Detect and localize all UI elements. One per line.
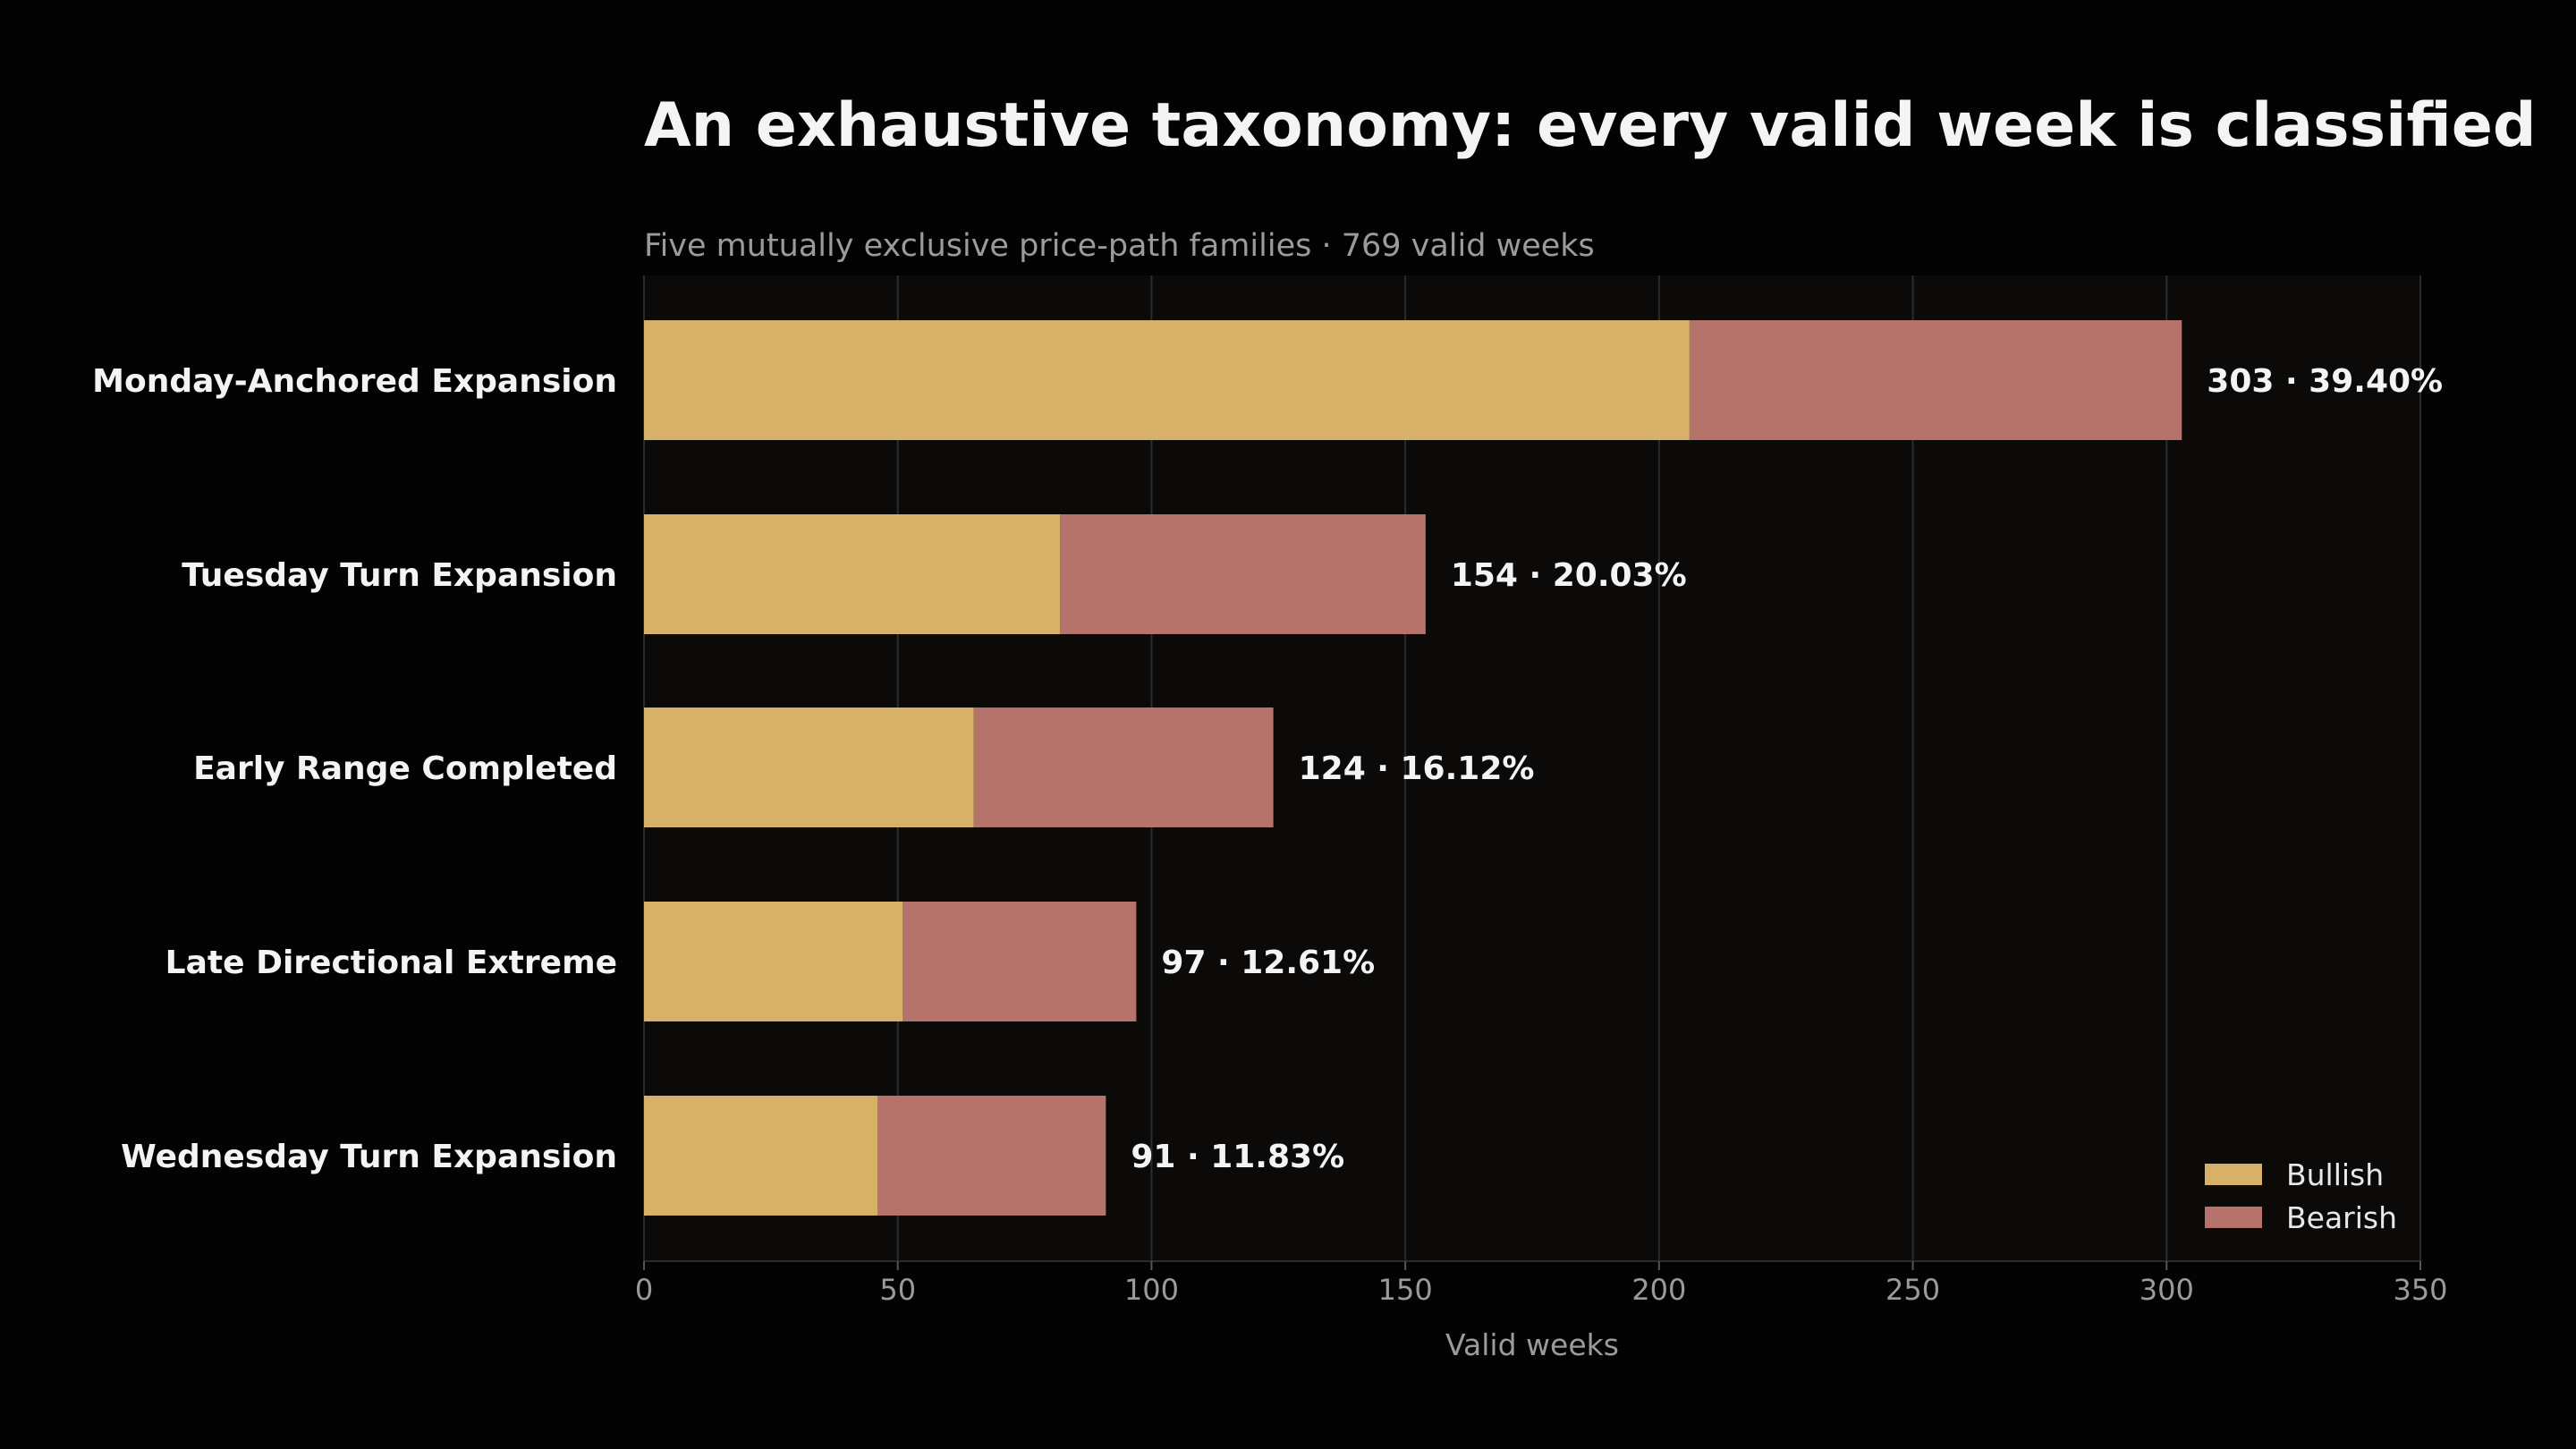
bars <box>644 320 2182 1216</box>
x-tick-label: 150 <box>1378 1273 1433 1307</box>
value-label: 154 · 20.03% <box>1451 557 1687 594</box>
chart-subtitle: Five mutually exclusive price-path famil… <box>644 228 1595 264</box>
value-labels: 303 · 39.40% 154 · 20.03% 124 · 16.12% 97 ·… <box>1131 363 2443 1175</box>
category-label: Monday-Anchored Expansion <box>92 363 617 400</box>
category-label: Tuesday Turn Expansion <box>182 557 617 594</box>
value-label: 97 · 12.61% <box>1161 945 1375 981</box>
bar-bullish-4 <box>644 902 903 1021</box>
category-label: Wednesday Turn Expansion <box>121 1139 617 1175</box>
x-tick-label: 100 <box>1124 1273 1179 1307</box>
x-tick-label: 350 <box>2393 1273 2447 1307</box>
bar-bullish-3 <box>644 708 974 827</box>
legend-swatch-bullish <box>2205 1164 2262 1185</box>
value-label: 303 · 39.40% <box>2207 363 2443 400</box>
x-tick-label: 300 <box>2140 1273 2194 1307</box>
category-label: Early Range Completed <box>193 750 617 787</box>
x-axis-ticks: 0 50 100 150 200 250 300 350 <box>635 1261 2448 1307</box>
bar-bearish-2 <box>1060 514 1426 634</box>
legend-label-bullish: Bullish <box>2286 1157 2384 1192</box>
bar-bullish-2 <box>644 514 1061 634</box>
legend-swatch-bearish <box>2205 1207 2262 1228</box>
category-labels: Monday-Anchored Expansion Tuesday Turn Ex… <box>92 363 617 1175</box>
x-tick-label: 200 <box>1631 1273 1686 1307</box>
x-tick-label: 0 <box>635 1273 653 1307</box>
x-tick-label: 250 <box>1885 1273 1940 1307</box>
bar-bullish-1 <box>644 320 1690 440</box>
bar-bearish-5 <box>877 1096 1106 1216</box>
category-label: Late Directional Extreme <box>165 945 617 981</box>
bar-bearish-3 <box>973 708 1274 827</box>
chart-title: An exhaustive taxonomy: every valid week… <box>644 90 2537 161</box>
bar-bullish-5 <box>644 1096 878 1216</box>
x-tick-label: 50 <box>879 1273 916 1307</box>
value-label: 91 · 11.83% <box>1131 1139 1344 1175</box>
legend: Bullish Bearish <box>2205 1157 2397 1235</box>
legend-label-bearish: Bearish <box>2286 1200 2397 1235</box>
bar-bearish-1 <box>1689 320 2182 440</box>
bar-bearish-4 <box>902 902 1137 1021</box>
x-axis-title: Valid weeks <box>1445 1327 1619 1362</box>
value-label: 124 · 16.12% <box>1299 750 1535 787</box>
